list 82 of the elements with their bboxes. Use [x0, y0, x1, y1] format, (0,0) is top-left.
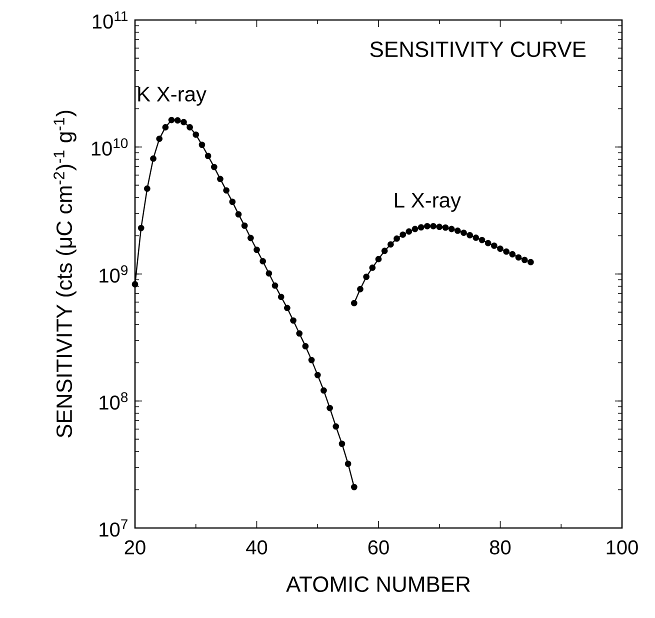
point	[223, 187, 230, 194]
y-tick-label: 10$^{9}$	[100, 265, 128, 283]
point	[180, 118, 187, 126]
point	[266, 270, 272, 277]
series-label: L X-ray	[395, 193, 461, 212]
point	[290, 317, 296, 324]
point	[204, 152, 212, 160]
point	[156, 136, 163, 142]
point	[412, 226, 418, 232]
point	[509, 251, 516, 258]
point	[454, 228, 461, 234]
x-axis-title: ATOMIC NUMBER	[286, 576, 470, 592]
point	[247, 234, 254, 242]
point	[344, 460, 352, 468]
point	[430, 222, 436, 230]
point	[436, 224, 443, 230]
point	[521, 256, 528, 264]
point	[144, 185, 150, 192]
point	[162, 124, 169, 130]
point	[186, 124, 193, 130]
point	[369, 264, 376, 271]
point	[138, 224, 144, 232]
point	[442, 224, 449, 231]
point	[278, 294, 284, 300]
y-tick-label: 10$^{7}$	[100, 519, 128, 537]
point	[241, 222, 248, 229]
point	[326, 404, 334, 412]
y-axis-title: SENSITIVITY (cts (μC cm$^{-2}$)$^{-1}$ g$^{-1}$)	[54, 110, 76, 438]
x-tick-label: 20	[124, 540, 146, 554]
point	[424, 222, 430, 230]
x-tick-label: 100	[606, 540, 638, 554]
point	[503, 248, 510, 255]
point	[302, 342, 309, 350]
x-tick-label: 60	[368, 540, 389, 554]
point	[260, 258, 266, 264]
point	[308, 356, 315, 364]
y-tick-label: 10$^{8}$	[100, 392, 128, 410]
y-tick-label: 10$^{11}$	[92, 11, 128, 29]
point	[254, 246, 260, 254]
point	[350, 484, 358, 490]
point	[490, 242, 498, 249]
point	[174, 117, 181, 124]
point	[332, 423, 340, 430]
point	[515, 254, 522, 261]
x-tick-label: 40	[246, 540, 268, 554]
point	[296, 330, 303, 337]
point	[448, 226, 455, 232]
point	[466, 232, 474, 238]
point	[418, 224, 424, 231]
point	[314, 372, 321, 378]
point	[320, 387, 327, 394]
legend-label: K X-ray	[138, 86, 206, 106]
point	[406, 228, 412, 235]
point	[497, 246, 504, 252]
point	[217, 176, 224, 182]
point	[350, 300, 358, 306]
point	[381, 248, 388, 254]
point	[478, 236, 486, 244]
point	[210, 164, 218, 170]
point	[132, 281, 138, 288]
point	[150, 155, 156, 162]
point	[400, 231, 406, 238]
point	[284, 304, 290, 312]
point	[235, 211, 242, 218]
point	[192, 131, 200, 138]
point	[198, 142, 206, 148]
point	[387, 241, 394, 248]
x-tick-label: 80	[490, 540, 511, 554]
point	[168, 116, 175, 124]
point	[338, 440, 346, 447]
point	[527, 258, 534, 266]
point	[363, 274, 370, 280]
point	[394, 235, 400, 242]
point	[484, 240, 492, 246]
point	[472, 234, 480, 241]
y-tick-label: 10$^{10}$	[92, 138, 128, 156]
point	[272, 282, 278, 289]
point	[357, 286, 364, 292]
point	[375, 256, 382, 262]
point	[229, 198, 236, 206]
text: SENSITIVITY CURVE	[370, 42, 586, 58]
point	[460, 230, 467, 236]
